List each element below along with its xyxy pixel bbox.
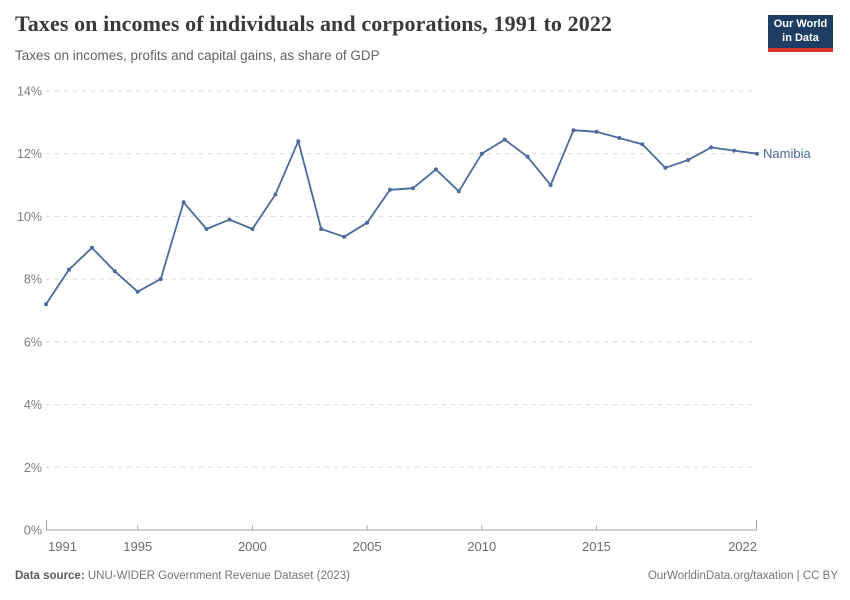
x-axis-label: 2010 (467, 539, 496, 554)
y-axis-label: 2% (24, 461, 42, 475)
data-point[interactable] (709, 145, 714, 150)
data-point[interactable] (227, 217, 232, 222)
data-point[interactable] (365, 220, 370, 225)
x-axis-label: 2005 (353, 539, 382, 554)
data-point[interactable] (296, 139, 301, 144)
x-axis-label: 2000 (238, 539, 267, 554)
data-point[interactable] (663, 165, 668, 170)
x-axis-label: 1995 (123, 539, 152, 554)
y-axis-label: 8% (24, 273, 42, 287)
data-point[interactable] (525, 154, 530, 159)
y-axis-label: 4% (24, 398, 42, 412)
data-point[interactable] (594, 129, 599, 134)
data-point[interactable] (250, 227, 255, 231)
data-point[interactable] (755, 151, 759, 156)
data-point[interactable] (571, 128, 576, 133)
y-axis-label: 14% (17, 85, 42, 99)
data-point[interactable] (388, 187, 392, 192)
data-point[interactable] (456, 189, 461, 194)
owid-logo-text-line1: Our World (773, 17, 828, 30)
data-point[interactable] (66, 267, 71, 272)
data-point[interactable] (732, 148, 737, 153)
entity-label[interactable]: Namibia (763, 146, 811, 161)
data-source-text: UNU-WIDER Government Revenue Dataset (20… (87, 570, 350, 582)
x-axis-label: 1991 (48, 539, 77, 554)
data-source: Data source: UNU-WIDER Government Revenu… (15, 570, 350, 582)
data-point[interactable] (548, 183, 553, 188)
data-point[interactable] (502, 137, 507, 142)
data-point[interactable] (44, 302, 48, 307)
data-point[interactable] (479, 151, 484, 156)
data-point[interactable] (89, 245, 94, 250)
chart-footer: Data source: UNU-WIDER Government Revenu… (15, 567, 838, 585)
data-line[interactable] (45, 129, 758, 306)
data-point[interactable] (342, 234, 347, 239)
data-point[interactable] (319, 227, 324, 231)
data-point[interactable] (411, 186, 415, 191)
x-axis-label: 2015 (582, 539, 611, 554)
credit-license[interactable]: OurWorldinData.org/taxation | CC BY (647, 570, 838, 582)
data-point[interactable] (686, 158, 691, 162)
data-point[interactable] (204, 227, 209, 231)
data-point[interactable] (181, 200, 186, 205)
data-point[interactable] (158, 277, 163, 282)
chart-subtitle: Taxes on incomes, profits and capital ga… (15, 48, 380, 63)
data-point[interactable] (433, 167, 438, 172)
y-axis-label: 12% (17, 147, 42, 161)
y-axis-label: 0% (24, 524, 42, 538)
data-point[interactable] (617, 136, 622, 140)
owid-logo-text-line2: in Data (782, 31, 819, 44)
data-point[interactable] (135, 289, 140, 294)
owid-logo[interactable]: Our World in Data (768, 15, 833, 52)
data-point[interactable] (273, 192, 278, 197)
chart-title: Taxes on incomes of individuals and corp… (15, 11, 613, 36)
data-point[interactable] (112, 269, 117, 274)
data-point[interactable] (640, 142, 645, 147)
data-source-label: Data source: (15, 570, 85, 582)
x-axis-label: 2022 (728, 539, 757, 554)
y-axis-label: 6% (24, 335, 42, 349)
y-axis-label: 10% (17, 210, 42, 224)
